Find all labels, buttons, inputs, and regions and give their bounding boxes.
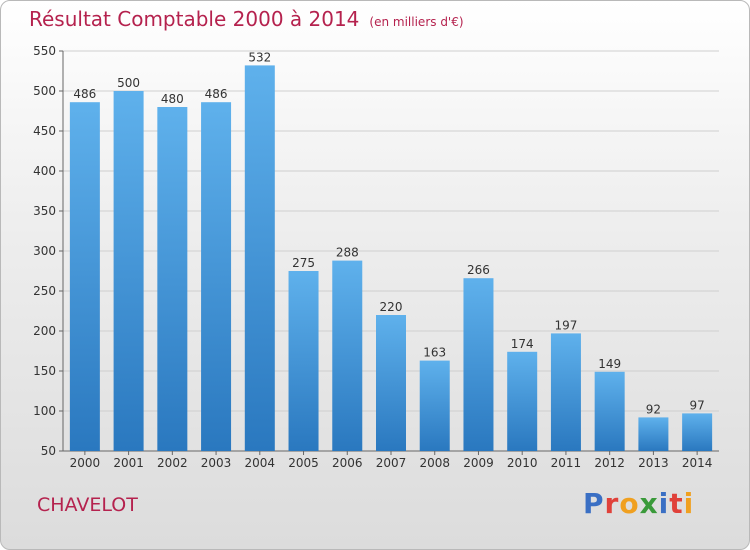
x-tick-label-2009: 2009: [463, 456, 494, 470]
bar-2008: [419, 360, 450, 451]
bar-2011: [550, 333, 581, 451]
x-tick-label-2012: 2012: [594, 456, 625, 470]
chart-subtitle: (en milliers d'€): [369, 15, 464, 29]
y-tick-label: 100: [33, 404, 56, 418]
logo-letter: o: [619, 487, 640, 520]
bar-2010: [507, 351, 538, 451]
bar-2003: [201, 102, 232, 451]
logo-letter: x: [639, 487, 659, 520]
y-tick-label: 400: [33, 164, 56, 178]
data-label-2013: 92: [646, 402, 661, 416]
bar-2013: [638, 417, 669, 451]
logo-letter: t: [669, 487, 684, 520]
data-label-2014: 97: [689, 398, 704, 412]
data-label-2007: 220: [380, 300, 403, 314]
x-tick-label-2002: 2002: [157, 456, 188, 470]
logo-letter: i: [683, 487, 695, 520]
data-label-2006: 288: [336, 246, 359, 260]
y-tick-label: 350: [33, 204, 56, 218]
bar-2009: [463, 278, 494, 451]
x-tick-label-2005: 2005: [288, 456, 319, 470]
y-tick-label: 300: [33, 244, 56, 258]
bar-2002: [157, 107, 188, 451]
bar-2000: [69, 102, 100, 451]
y-tick-label: 500: [33, 84, 56, 98]
bar-2007: [376, 315, 406, 451]
data-label-2003: 486: [205, 87, 228, 101]
x-tick-label-2001: 2001: [113, 456, 144, 470]
data-label-2011: 197: [554, 318, 577, 332]
x-tick-label-2000: 2000: [70, 456, 101, 470]
data-label-2008: 163: [423, 346, 446, 360]
x-tick-label-2003: 2003: [201, 456, 232, 470]
y-tick-label: 200: [33, 324, 56, 338]
y-tick-label: 250: [33, 284, 56, 298]
y-tick-label: 450: [33, 124, 56, 138]
bars: [69, 65, 713, 452]
chart-title-main: Résultat Comptable 2000 à 2014: [29, 7, 360, 31]
data-label-2004: 532: [248, 50, 271, 64]
data-labels: 486 500 480 486 532 275 288 220 163 266 174 197 149 9…: [73, 50, 704, 416]
bar-2005: [288, 271, 319, 451]
data-label-2001: 500: [117, 76, 140, 90]
y-tick-label: 50: [41, 444, 56, 458]
x-tick-label-2008: 2008: [419, 456, 450, 470]
data-label-2010: 174: [511, 337, 534, 351]
bar-2014: [682, 413, 713, 451]
x-tick-label-2010: 2010: [507, 456, 538, 470]
logo-letter: i: [658, 487, 670, 520]
commune-name: CHAVELOT: [37, 494, 138, 516]
data-label-2002: 480: [161, 92, 184, 106]
x-tick-label-2004: 2004: [245, 456, 276, 470]
x-tick-label-2006: 2006: [332, 456, 363, 470]
x-tick-label-2014: 2014: [682, 456, 713, 470]
bar-2006: [332, 260, 363, 451]
x-tick-label-2013: 2013: [638, 456, 669, 470]
data-label-2009: 266: [467, 263, 490, 277]
chart-title: Résultat Comptable 2000 à 2014 (en millie…: [29, 7, 464, 31]
data-label-2000: 486: [73, 87, 96, 101]
x-tick-label-2011: 2011: [551, 456, 582, 470]
data-label-2005: 275: [292, 256, 315, 270]
x-tick-label-2007: 2007: [376, 456, 407, 470]
data-label-2012: 149: [598, 357, 621, 371]
bar-2012: [594, 371, 625, 451]
y-tick-label: 550: [33, 44, 56, 58]
bar-2004: [244, 65, 275, 452]
logo-letter: P: [583, 487, 605, 520]
bar-2001: [113, 91, 144, 451]
y-tick-label: 150: [33, 364, 56, 378]
proxiti-logo: Proxiti: [583, 487, 694, 520]
logo-letter: r: [604, 487, 620, 520]
